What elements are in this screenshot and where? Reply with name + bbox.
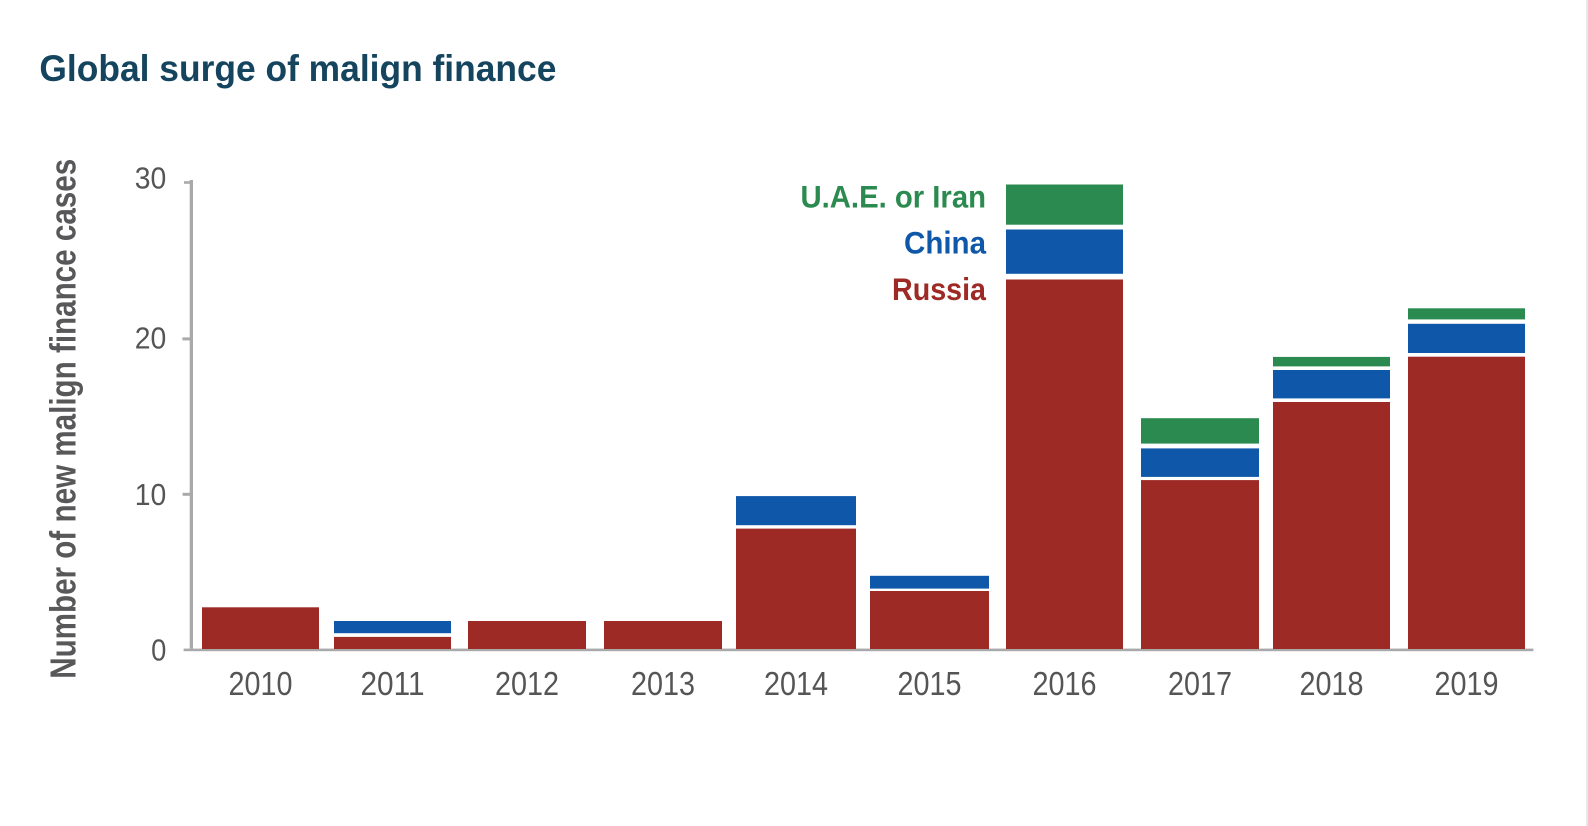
svg-text:U.A.E. or Iran: U.A.E. or Iran (801, 179, 987, 215)
svg-text:2016: 2016 (1033, 665, 1097, 702)
svg-text:2019: 2019 (1435, 665, 1499, 702)
svg-text:2014: 2014 (764, 665, 828, 702)
svg-text:Global surge of malign finance: Global surge of malign finance (39, 47, 556, 89)
svg-text:10: 10 (135, 477, 167, 512)
svg-text:0: 0 (151, 632, 166, 667)
svg-text:China: China (904, 225, 986, 261)
svg-text:20: 20 (135, 321, 167, 356)
svg-text:2011: 2011 (361, 665, 425, 702)
svg-text:30: 30 (135, 161, 167, 196)
svg-text:2018: 2018 (1300, 665, 1364, 702)
svg-text:Russia: Russia (892, 271, 986, 307)
svg-text:2013: 2013 (631, 665, 695, 702)
svg-text:2012: 2012 (495, 665, 559, 702)
svg-text:2015: 2015 (898, 665, 962, 702)
svg-text:2010: 2010 (229, 665, 293, 702)
svg-text:Number of new malign finance c: Number of new malign finance cases (43, 159, 84, 679)
svg-text:2017: 2017 (1168, 665, 1232, 702)
